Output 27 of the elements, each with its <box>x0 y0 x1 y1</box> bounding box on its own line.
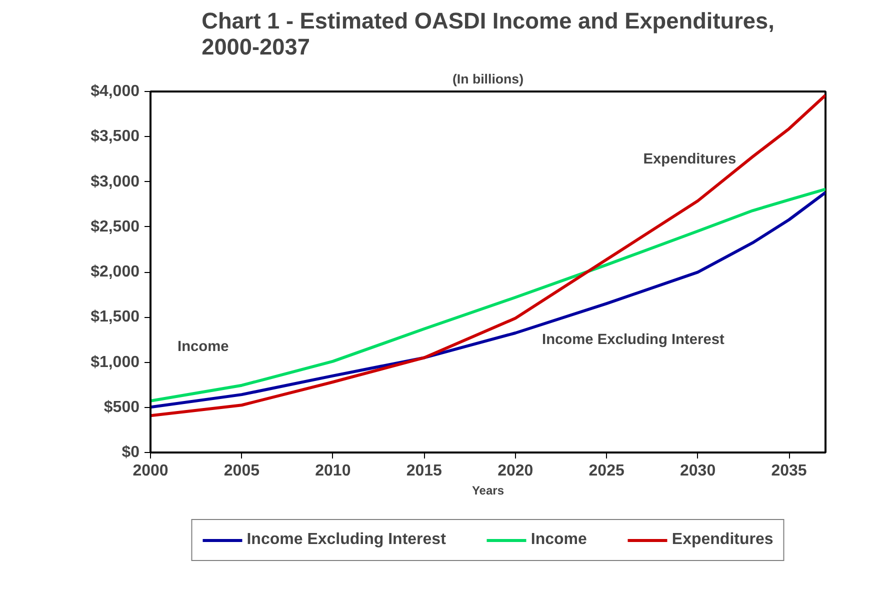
x-tick-label: 2000 <box>132 462 168 480</box>
y-tick-label: $2,500 <box>90 218 140 236</box>
x-tick-label: 2015 <box>406 462 442 480</box>
legend-label: Income Excluding Interest <box>246 531 446 549</box>
x-axis-title: Years <box>472 484 504 498</box>
legend-label: Expenditures <box>672 531 774 549</box>
y-tick-label: $4,000 <box>90 83 140 100</box>
annotation: Income Excluding Interest <box>542 332 725 348</box>
line-series <box>150 94 826 418</box>
y-tick-label: $1,000 <box>90 354 140 371</box>
x-tick-label: 2035 <box>771 462 807 480</box>
x-tick-label: 2010 <box>315 462 351 480</box>
y-tick-label: $2,000 <box>90 264 140 280</box>
y-tick-label: $3,500 <box>90 128 140 146</box>
chart-subtitle: (In billions) <box>452 72 524 86</box>
y-tick-label: $0 <box>122 444 140 461</box>
x-tick-label: 2020 <box>498 462 534 480</box>
annotation: Income <box>178 339 229 356</box>
y-tick-label: $3,000 <box>90 173 140 190</box>
chart-title: Chart 1 - Estimated OASDI Income and Expenditures, 2000-2037 <box>202 8 774 60</box>
annotation: Expenditures <box>643 151 736 168</box>
legend-label: Income <box>530 531 587 549</box>
y-tick-label: $500 <box>104 398 140 416</box>
x-tick-label: 2030 <box>680 462 716 480</box>
y-tick-label: $1,500 <box>90 308 140 326</box>
x-tick-label: 2025 <box>588 462 624 480</box>
x-tick-label: 2005 <box>224 462 260 480</box>
